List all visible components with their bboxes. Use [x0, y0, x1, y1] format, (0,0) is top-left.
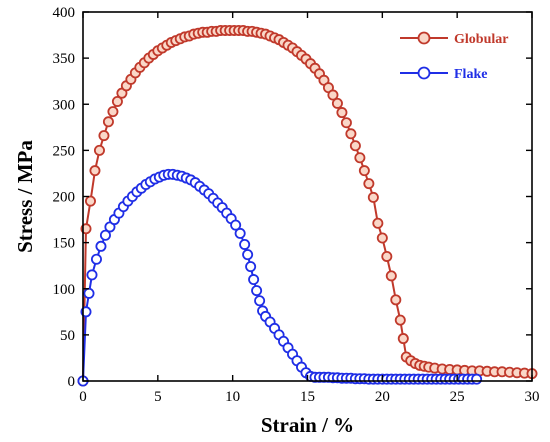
- y-tick-label: 350: [53, 51, 76, 67]
- legend-entry-globular: Globular: [400, 31, 508, 47]
- data-point-globular: [390, 294, 402, 306]
- data-point-globular: [372, 217, 384, 229]
- y-tick-label: 250: [53, 143, 76, 159]
- data-point-globular: [327, 89, 339, 101]
- x-tick-label: 0: [79, 389, 87, 405]
- data-point-globular: [394, 314, 406, 326]
- data-point-flake: [230, 219, 242, 231]
- series-flake: [77, 168, 483, 387]
- data-point-flake: [83, 287, 95, 299]
- data-point-flake: [251, 285, 263, 297]
- data-point-globular: [363, 178, 375, 190]
- y-tick-label: 150: [53, 236, 76, 252]
- data-point-globular: [98, 130, 110, 142]
- data-point-flake: [248, 274, 260, 286]
- data-point-globular: [397, 333, 409, 345]
- data-point-globular: [111, 95, 123, 107]
- data-point-globular: [358, 165, 370, 177]
- y-tick-label: 400: [53, 5, 76, 21]
- y-tick-label: 200: [53, 190, 76, 206]
- legend-label: Globular: [454, 32, 508, 47]
- data-point-globular: [385, 270, 397, 282]
- x-tick-label: 20: [375, 389, 390, 405]
- data-point-globular: [381, 250, 393, 262]
- data-point-flake: [471, 373, 483, 385]
- x-tick-label: 30: [525, 389, 540, 405]
- data-point-flake: [99, 229, 111, 241]
- data-point-flake: [86, 269, 98, 281]
- series-line-flake: [82, 173, 477, 382]
- data-point-flake: [95, 240, 107, 252]
- legend-label: Flake: [454, 67, 487, 82]
- data-point-globular: [354, 152, 366, 164]
- x-tick-label: 15: [300, 389, 315, 405]
- data-point-globular: [89, 165, 101, 177]
- data-point-globular: [349, 140, 361, 152]
- data-point-globular: [84, 195, 96, 207]
- data-point-flake: [254, 295, 266, 307]
- data-point-flake: [90, 253, 102, 265]
- y-tick-label: 100: [53, 282, 76, 298]
- series-line-globular: [82, 29, 533, 382]
- legend-marker: [417, 66, 431, 80]
- data-point-globular: [93, 144, 105, 156]
- y-axis-label: Stress / MPa: [13, 140, 37, 253]
- data-point-flake: [239, 238, 251, 250]
- x-tick-label: 5: [154, 389, 162, 405]
- x-tick-label: 25: [450, 389, 465, 405]
- legend-entry-flake: Flake: [400, 66, 487, 82]
- data-point-globular: [345, 128, 357, 140]
- data-point-globular: [367, 191, 379, 203]
- data-point-flake: [234, 227, 246, 239]
- data-point-globular: [107, 106, 119, 118]
- data-point-flake: [245, 261, 257, 273]
- data-point-flake: [242, 249, 254, 261]
- data-point-globular: [331, 97, 343, 109]
- data-point-globular: [340, 117, 352, 129]
- y-tick-label: 0: [68, 374, 76, 390]
- legend-marker: [417, 31, 431, 45]
- legend: Globular Flake: [400, 31, 508, 82]
- y-tick-label: 50: [60, 328, 75, 344]
- y-tick-label: 300: [53, 97, 76, 113]
- x-axis-label: Strain / %: [261, 413, 354, 437]
- data-point-globular: [336, 107, 348, 119]
- data-point-globular: [102, 116, 114, 128]
- data-point-globular: [376, 232, 388, 244]
- x-tick-label: 10: [225, 389, 240, 405]
